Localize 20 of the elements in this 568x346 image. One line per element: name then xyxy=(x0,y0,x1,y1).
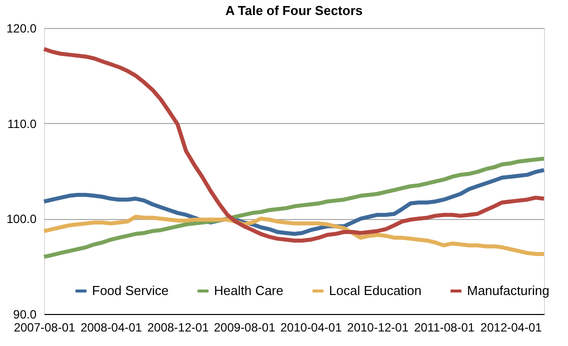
x-tick-label: 2010-12-01 xyxy=(347,320,409,334)
x-tick-label: 2012-04-01 xyxy=(480,320,542,334)
y-tick-label: 110.0 xyxy=(7,116,37,131)
y-tick-label: 100.0 xyxy=(6,212,37,226)
x-tick-label: 2011-08-01 xyxy=(414,320,475,334)
legend-label: Manufacturing xyxy=(467,283,550,298)
legend-label: Health Care xyxy=(214,283,284,298)
x-tick-label: 2008-12-01 xyxy=(147,320,210,334)
chart-title: A Tale of Four Sectors xyxy=(225,3,363,18)
line-series xyxy=(42,214,546,256)
y-tick-label: 90.0 xyxy=(13,308,37,322)
line-series xyxy=(42,46,546,243)
x-tick-label: 2008-04-01 xyxy=(80,320,142,334)
legend-label: Local Education xyxy=(329,283,422,298)
y-tick-label: 120.0 xyxy=(6,22,37,36)
line-series xyxy=(42,156,546,259)
x-tick-label: 2010-04-01 xyxy=(280,320,342,334)
x-tick-label: 2007-08-01 xyxy=(14,320,76,334)
x-tick-label: 2009-08-01 xyxy=(214,320,276,334)
legend-label: Food Service xyxy=(92,283,169,298)
